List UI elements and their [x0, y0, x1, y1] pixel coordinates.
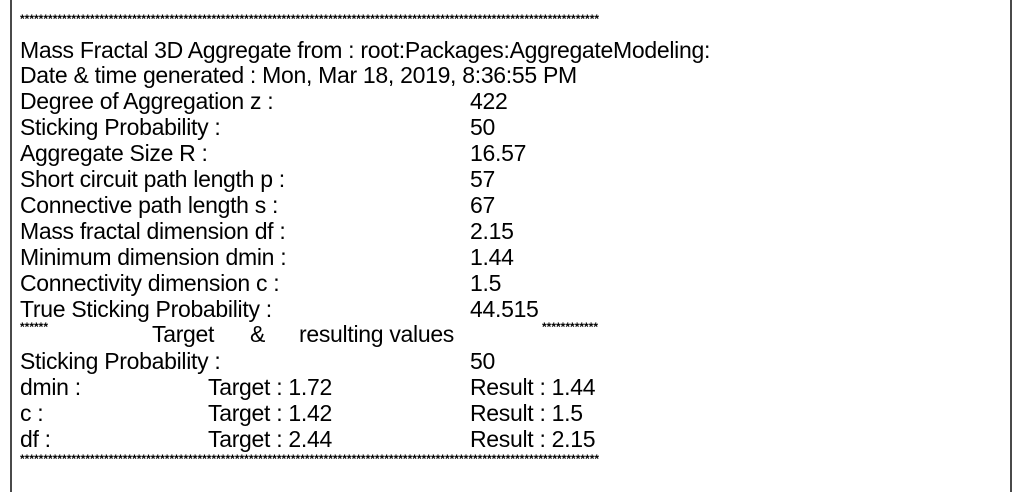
target-row-target-df: Target : 2.44	[208, 426, 332, 452]
stars-divider-top: ****************************************…	[20, 12, 600, 26]
row-value-degree-of-aggregation: 422	[470, 88, 508, 114]
target-row-target-dmin: Target : 1.72	[208, 374, 332, 400]
row-label-degree-of-aggregation: Degree of Aggregation z :	[20, 88, 274, 114]
target-row-result-c: Result : 1.5	[470, 400, 583, 426]
target-sticking-label: Sticking Probability :	[20, 348, 221, 374]
target-header-stars-right: ************	[542, 320, 599, 334]
row-label-minimum-dimension: Minimum dimension dmin :	[20, 244, 287, 270]
target-header-amp: &	[250, 321, 266, 347]
target-sticking-value: 50	[470, 348, 495, 374]
row-value-minimum-dimension: 1.44	[470, 244, 514, 270]
target-row-label-dmin: dmin :	[20, 374, 81, 400]
row-value-mass-fractal-dimension: 2.15	[470, 218, 514, 244]
row-label-mass-fractal-dimension: Mass fractal dimension df :	[20, 218, 286, 244]
report-title: Mass Fractal 3D Aggregate from : root:Pa…	[20, 37, 711, 63]
stars-divider-bottom: ****************************************…	[20, 452, 600, 466]
row-value-connective-path: 67	[470, 192, 495, 218]
target-row-result-df: Result : 2.15	[470, 426, 596, 452]
target-header-stars-left: ******	[20, 320, 49, 334]
date-generated: Date & time generated : Mon, Mar 18, 201…	[20, 62, 577, 88]
target-header-resulting-values: resulting values	[299, 321, 455, 347]
target-header-target: Target	[152, 321, 215, 347]
row-label-true-sticking-probability: True Sticking Probability :	[20, 296, 272, 322]
target-row-result-dmin: Result : 1.44	[470, 374, 596, 400]
report-text-area[interactable]: ****************************************…	[10, 0, 1012, 492]
row-label-connectivity-dimension: Connectivity dimension c :	[20, 270, 280, 296]
target-row-label-df: df :	[20, 426, 51, 452]
row-value-aggregate-size: 16.57	[470, 140, 527, 166]
row-label-sticking-probability: Sticking Probability :	[20, 114, 221, 140]
row-value-sticking-probability: 50	[470, 114, 495, 140]
target-row-label-c: c :	[20, 400, 44, 426]
row-value-short-circuit-path: 57	[470, 166, 495, 192]
row-value-connectivity-dimension: 1.5	[470, 270, 502, 296]
target-row-target-c: Target : 1.42	[208, 400, 332, 426]
row-label-aggregate-size: Aggregate Size R :	[20, 140, 208, 166]
row-label-connective-path: Connective path length s :	[20, 192, 279, 218]
row-value-true-sticking-probability: 44.515	[470, 296, 539, 322]
row-label-short-circuit-path: Short circuit path length p :	[20, 166, 285, 192]
